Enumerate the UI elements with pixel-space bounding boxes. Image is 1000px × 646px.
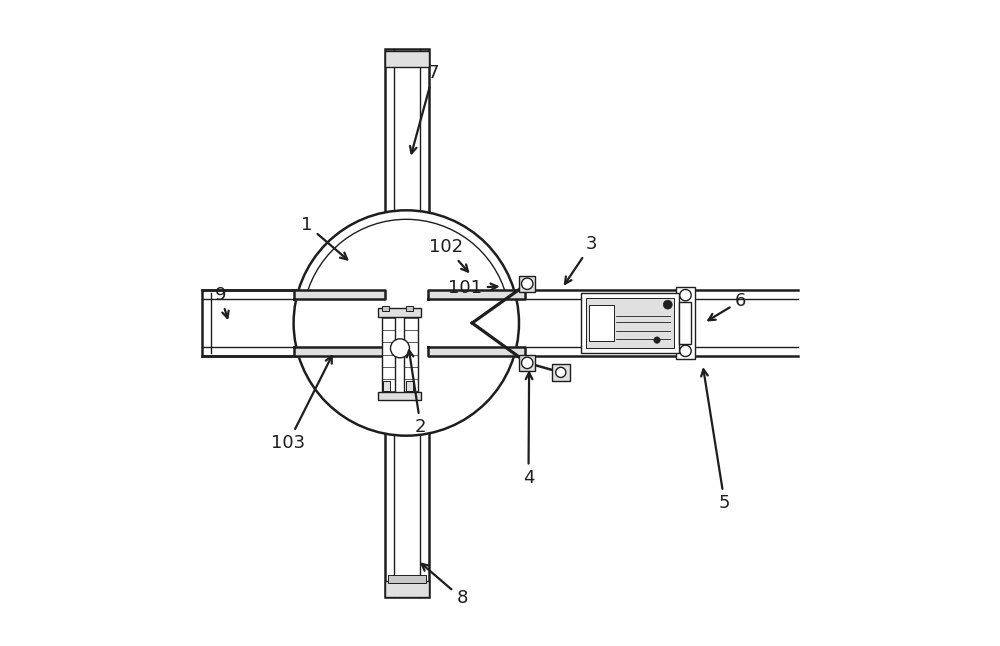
Bar: [679, 302, 691, 344]
Bar: [382, 313, 395, 396]
Bar: [404, 313, 418, 396]
Text: 4: 4: [523, 373, 534, 487]
Bar: [406, 381, 413, 391]
Bar: [581, 293, 679, 353]
Bar: [519, 355, 535, 371]
Circle shape: [663, 300, 672, 309]
Bar: [589, 305, 614, 341]
Bar: [378, 392, 421, 401]
Bar: [378, 308, 421, 317]
Circle shape: [556, 368, 566, 377]
Polygon shape: [294, 290, 385, 299]
Bar: [552, 364, 570, 381]
Bar: [586, 298, 674, 348]
Bar: [385, 49, 429, 293]
Bar: [385, 355, 429, 597]
Polygon shape: [428, 290, 525, 299]
Text: 1: 1: [301, 216, 347, 260]
Polygon shape: [294, 347, 385, 356]
Circle shape: [680, 289, 691, 301]
Text: 6: 6: [708, 292, 746, 320]
Text: 3: 3: [565, 235, 598, 284]
Bar: [385, 51, 429, 67]
Circle shape: [680, 345, 691, 357]
Bar: [385, 581, 429, 597]
Bar: [202, 290, 320, 356]
Text: 5: 5: [701, 370, 730, 512]
Bar: [519, 275, 535, 292]
Circle shape: [654, 337, 660, 343]
Bar: [676, 287, 695, 359]
Circle shape: [390, 339, 409, 358]
Text: 101: 101: [448, 279, 497, 297]
Text: 103: 103: [271, 356, 332, 452]
Text: 2: 2: [407, 350, 427, 437]
Text: 7: 7: [410, 64, 439, 153]
Bar: [382, 306, 389, 311]
Polygon shape: [428, 347, 525, 356]
Text: 102: 102: [429, 238, 468, 271]
Circle shape: [294, 211, 519, 435]
Bar: [388, 575, 426, 583]
Text: 8: 8: [422, 564, 468, 607]
Bar: [383, 381, 390, 391]
Bar: [406, 306, 413, 311]
Circle shape: [522, 357, 533, 369]
Text: 9: 9: [214, 286, 229, 318]
Circle shape: [522, 278, 533, 289]
